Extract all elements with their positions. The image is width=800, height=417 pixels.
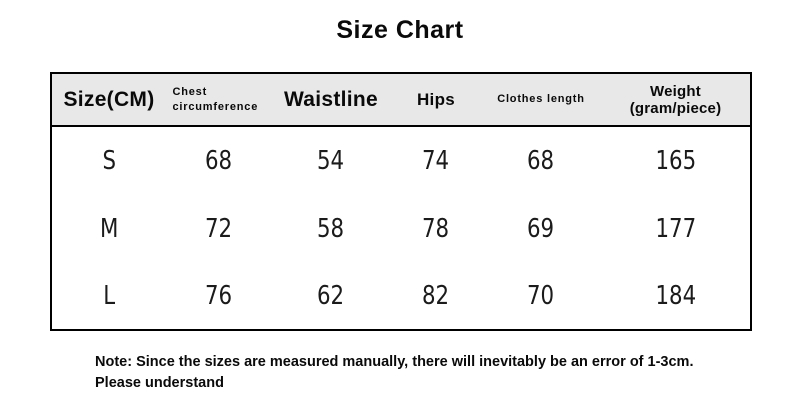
cell-hips: 74 — [422, 146, 450, 176]
cell-chest: 68 — [204, 146, 233, 176]
cell-clothes-length: 68 — [527, 146, 555, 176]
measurement-note-line2: Please understand — [95, 375, 224, 392]
header-chest-circumference: Chest circumference — [166, 73, 271, 126]
cell-weight: 165 — [655, 146, 696, 176]
measurement-note: Note: Since the sizes are measured manua… — [95, 352, 735, 394]
table-row-size-l: L 76 62 82 70 184 — [51, 262, 751, 330]
cell-waistline: 58 — [317, 213, 345, 244]
cell-weight: 177 — [655, 213, 696, 244]
cell-clothes-length: 70 — [527, 281, 555, 311]
header-clothes-length: Clothes length — [481, 73, 601, 126]
page-title: Size Chart — [336, 16, 464, 44]
cell-weight: 184 — [655, 281, 696, 311]
size-chart-table: Size(CM) Chest circumference Waistline H… — [50, 72, 752, 331]
table-row-size-m: M 72 58 78 69 177 — [51, 194, 751, 262]
header-weight: Weight (gram/piece) — [629, 82, 722, 117]
cell-clothes-length: 69 — [527, 213, 555, 244]
cell-hips: 82 — [422, 281, 450, 311]
header-size: Size(CM) — [63, 87, 155, 111]
cell-chest: 76 — [204, 281, 233, 311]
header-chest-circumference-label: Chest circumference — [172, 85, 259, 113]
cell-waistline: 54 — [317, 146, 345, 176]
cell-size: L — [103, 281, 115, 311]
header-clothes-length-label: Clothes length — [497, 93, 585, 106]
header-hips: Hips — [416, 89, 456, 109]
header-waistline: Waistline — [283, 87, 379, 111]
cell-size: M — [99, 213, 119, 244]
table-row-size-s: S 68 54 74 68 165 — [51, 126, 751, 194]
cell-hips: 78 — [422, 213, 450, 244]
measurement-note-line1: Note: Since the sizes are measured manua… — [95, 354, 694, 370]
table-header-row: Size(CM) Chest circumference Waistline H… — [51, 73, 751, 126]
cell-size: S — [102, 146, 116, 176]
cell-chest: 72 — [204, 213, 233, 244]
cell-waistline: 62 — [317, 281, 345, 311]
